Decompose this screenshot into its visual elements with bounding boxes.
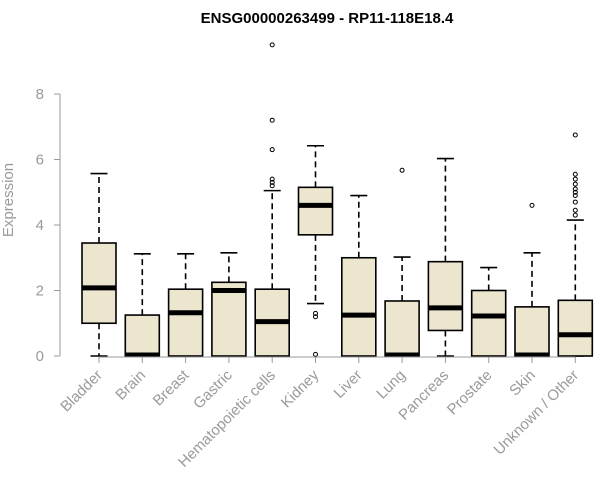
x-tick-label: Breast xyxy=(150,366,193,409)
outlier-point xyxy=(572,212,578,218)
outlier-point xyxy=(572,199,578,205)
box xyxy=(514,306,550,357)
box xyxy=(557,299,594,357)
x-tick-label: Brain xyxy=(112,367,149,404)
outlier-point xyxy=(572,189,578,195)
box xyxy=(124,314,161,357)
box-group xyxy=(124,253,161,358)
outlier-point xyxy=(399,167,405,173)
outlier-point xyxy=(572,186,578,192)
outlier-point xyxy=(529,202,535,208)
y-axis: 0 2 4 6 8 xyxy=(36,86,61,365)
y-tick-label: 0 xyxy=(36,348,44,365)
box-group xyxy=(340,194,377,357)
box-group xyxy=(81,172,117,357)
y-tick-label: 6 xyxy=(36,152,44,169)
outlier-point xyxy=(572,132,578,138)
box xyxy=(470,289,507,357)
box xyxy=(340,256,377,357)
box-group xyxy=(254,42,290,357)
x-tick-label: Prostate xyxy=(444,367,496,419)
y-tick-label: 2 xyxy=(36,283,44,300)
y-axis-label: Expression xyxy=(0,163,17,237)
outlier-point xyxy=(269,179,275,185)
x-tick-label: Kidney xyxy=(278,366,323,411)
box-group xyxy=(514,202,550,358)
x-tick-label: Bladder xyxy=(57,367,106,416)
outlier-point xyxy=(572,207,578,213)
outlier-point xyxy=(269,117,275,123)
chart-title: ENSG00000263499 - RP11-118E18.4 xyxy=(201,10,454,27)
outlier-point xyxy=(572,193,578,199)
box-group xyxy=(211,252,247,357)
box-group xyxy=(557,132,594,357)
outlier-point xyxy=(572,171,578,177)
box xyxy=(211,281,247,357)
outlier-point xyxy=(269,42,275,48)
y-tick-label: 4 xyxy=(36,217,44,234)
box-group xyxy=(167,253,204,357)
outlier-point xyxy=(313,351,318,357)
outlier-point xyxy=(269,176,275,182)
box xyxy=(167,288,204,357)
box xyxy=(297,186,334,236)
plot-area xyxy=(81,42,594,358)
outlier-point xyxy=(313,310,318,316)
outlier-point xyxy=(572,176,578,182)
box-group xyxy=(297,144,334,357)
y-tick-label: 8 xyxy=(36,86,44,103)
outlier-point xyxy=(313,314,318,320)
outlier-point xyxy=(269,147,275,153)
box-group xyxy=(470,266,507,357)
x-tick-label: Lung xyxy=(373,367,409,403)
box-group xyxy=(384,167,420,358)
outlier-point xyxy=(572,181,578,187)
x-tick-label: Liver xyxy=(331,367,366,402)
box-group xyxy=(427,157,464,357)
box xyxy=(384,300,420,357)
x-tick-label: Skin xyxy=(506,367,539,400)
box xyxy=(81,242,117,325)
outlier-point xyxy=(269,183,275,189)
box xyxy=(427,260,464,332)
